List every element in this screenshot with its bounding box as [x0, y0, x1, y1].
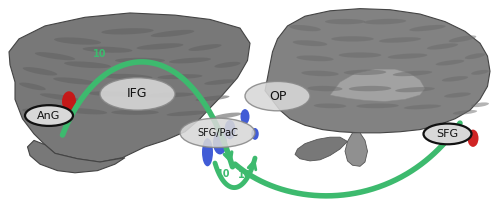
Ellipse shape: [63, 108, 107, 114]
Ellipse shape: [136, 43, 184, 50]
Ellipse shape: [395, 87, 435, 92]
Circle shape: [424, 124, 472, 144]
Ellipse shape: [331, 36, 374, 42]
Polygon shape: [9, 13, 250, 162]
Ellipse shape: [356, 103, 399, 108]
Ellipse shape: [448, 35, 476, 42]
Ellipse shape: [180, 118, 255, 148]
Ellipse shape: [19, 83, 46, 90]
Ellipse shape: [53, 77, 97, 85]
Ellipse shape: [202, 138, 213, 166]
Ellipse shape: [158, 74, 202, 79]
Ellipse shape: [379, 37, 421, 43]
Ellipse shape: [224, 120, 235, 139]
Ellipse shape: [204, 79, 236, 85]
Ellipse shape: [393, 71, 432, 76]
Ellipse shape: [188, 44, 222, 51]
Ellipse shape: [349, 86, 391, 91]
Ellipse shape: [296, 56, 334, 61]
Ellipse shape: [308, 86, 342, 91]
Ellipse shape: [100, 78, 175, 110]
Ellipse shape: [213, 131, 227, 154]
Ellipse shape: [111, 110, 159, 115]
Polygon shape: [345, 133, 368, 166]
Ellipse shape: [453, 110, 477, 115]
Ellipse shape: [115, 58, 165, 63]
Ellipse shape: [292, 40, 328, 46]
Text: 10: 10: [238, 170, 252, 180]
Ellipse shape: [252, 128, 259, 140]
Ellipse shape: [410, 25, 446, 31]
Text: SFG/PaC: SFG/PaC: [197, 128, 238, 138]
Ellipse shape: [339, 52, 382, 58]
Ellipse shape: [427, 43, 458, 50]
Text: OP: OP: [269, 90, 286, 103]
Ellipse shape: [471, 102, 489, 107]
Ellipse shape: [62, 91, 76, 112]
Ellipse shape: [214, 113, 242, 119]
Ellipse shape: [442, 76, 468, 82]
Ellipse shape: [22, 109, 58, 116]
Ellipse shape: [102, 28, 154, 35]
Circle shape: [25, 105, 73, 126]
Ellipse shape: [465, 53, 485, 59]
Ellipse shape: [240, 109, 250, 124]
Polygon shape: [28, 140, 125, 173]
Ellipse shape: [150, 30, 194, 37]
Ellipse shape: [436, 60, 464, 65]
Ellipse shape: [166, 111, 208, 116]
Polygon shape: [265, 9, 490, 133]
Ellipse shape: [23, 67, 57, 75]
Ellipse shape: [302, 71, 339, 76]
Ellipse shape: [471, 70, 489, 75]
Ellipse shape: [314, 103, 346, 108]
Ellipse shape: [444, 92, 471, 98]
Ellipse shape: [54, 37, 101, 45]
Text: 10: 10: [217, 169, 231, 179]
Ellipse shape: [468, 130, 478, 147]
Ellipse shape: [40, 93, 80, 101]
Ellipse shape: [404, 105, 441, 109]
Ellipse shape: [325, 19, 365, 24]
Text: 10: 10: [93, 49, 107, 59]
Ellipse shape: [169, 57, 211, 64]
Text: SFG: SFG: [436, 129, 458, 139]
Polygon shape: [295, 137, 348, 161]
Ellipse shape: [214, 62, 240, 68]
Text: IFG: IFG: [127, 87, 148, 100]
Ellipse shape: [146, 92, 194, 98]
Ellipse shape: [388, 53, 428, 59]
Ellipse shape: [289, 25, 321, 31]
Ellipse shape: [245, 81, 310, 111]
Ellipse shape: [102, 74, 152, 79]
Ellipse shape: [196, 95, 230, 101]
Text: AnG: AnG: [38, 111, 60, 121]
Ellipse shape: [88, 91, 138, 97]
Ellipse shape: [344, 70, 386, 75]
Ellipse shape: [35, 52, 75, 60]
Polygon shape: [330, 69, 425, 102]
Ellipse shape: [82, 47, 132, 53]
Ellipse shape: [64, 61, 111, 68]
Ellipse shape: [364, 19, 406, 24]
